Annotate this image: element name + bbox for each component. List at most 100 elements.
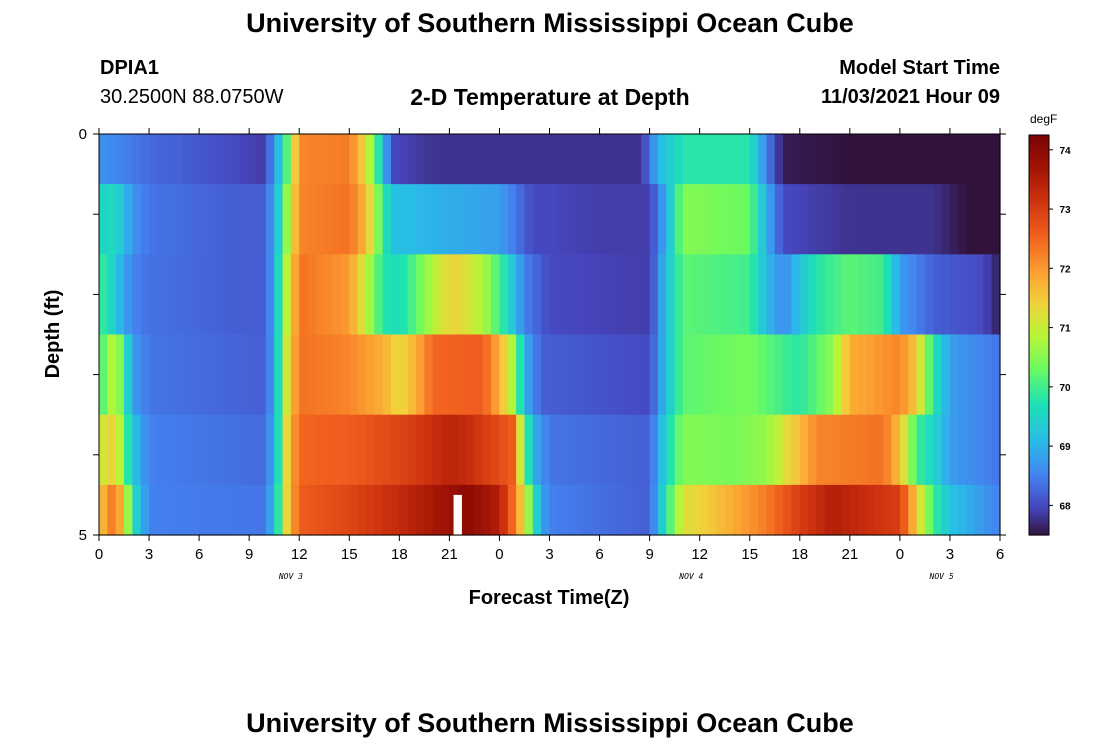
heatmap-cell xyxy=(758,484,767,536)
heatmap-cell xyxy=(257,134,267,185)
heatmap-cell xyxy=(841,484,851,536)
colorbar-step xyxy=(1029,501,1049,506)
heatmap-cell xyxy=(524,334,534,416)
heatmap-cell xyxy=(841,334,851,416)
heatmap-cell xyxy=(983,414,993,486)
heatmap-cell xyxy=(616,254,626,336)
heatmap-cell xyxy=(299,254,309,336)
heatmap-cell xyxy=(282,134,292,185)
heatmap-cell xyxy=(691,134,701,185)
heatmap-cell xyxy=(482,254,492,336)
heatmap-cell xyxy=(966,414,976,486)
colorbar-step xyxy=(1029,315,1049,319)
colorbar-step xyxy=(1029,515,1049,519)
heatmap-cell xyxy=(332,484,342,536)
heatmap-cell xyxy=(290,484,300,536)
heatmap-cell xyxy=(199,134,209,185)
heatmap-cell xyxy=(808,414,818,486)
heatmap-cell xyxy=(541,254,551,336)
heatmap-cell xyxy=(466,484,476,536)
heatmap-cell xyxy=(524,134,534,185)
heatmap-cell xyxy=(449,334,459,416)
heatmap-cell xyxy=(432,484,442,536)
colorbar-step xyxy=(1029,481,1049,486)
heatmap-cell xyxy=(874,484,884,536)
heatmap-cell xyxy=(974,334,984,416)
heatmap-cell xyxy=(390,334,400,416)
heatmap-cell xyxy=(207,484,217,536)
heatmap-cell xyxy=(165,254,175,336)
heatmap-cell xyxy=(899,184,909,255)
heatmap-cell xyxy=(791,334,801,416)
heatmap-cell xyxy=(708,414,717,486)
colorbar-step xyxy=(1029,375,1049,379)
heatmap-cell xyxy=(632,484,642,536)
heatmap-cell xyxy=(858,484,868,536)
heatmap-cell xyxy=(457,254,467,336)
x-tick-label: 0 xyxy=(95,546,103,563)
heatmap-cell xyxy=(824,414,834,486)
heatmap-cell xyxy=(182,184,192,255)
heatmap-cell xyxy=(866,334,876,416)
x-tick-label: 3 xyxy=(545,546,553,563)
heatmap-cell xyxy=(424,334,434,416)
heatmap-cell xyxy=(541,334,551,416)
heatmap-cell xyxy=(666,414,676,486)
heatmap-cell xyxy=(974,184,984,255)
heatmap-cell xyxy=(224,134,234,185)
heatmap-cell xyxy=(182,334,192,416)
heatmap-cell xyxy=(624,414,634,486)
heatmap-cell xyxy=(582,484,592,536)
heatmap-cell xyxy=(649,414,659,486)
heatmap-cell xyxy=(416,414,425,486)
heatmap-cell xyxy=(974,254,984,336)
heatmap-cell xyxy=(132,414,142,486)
heatmap-cell xyxy=(407,414,417,486)
heatmap-cell xyxy=(891,334,901,416)
colorbar-step xyxy=(1029,508,1049,513)
heatmap-cell xyxy=(824,334,834,416)
heatmap-cell xyxy=(741,334,751,416)
heatmap-cell xyxy=(582,134,592,185)
heatmap-cell xyxy=(232,484,242,536)
heatmap-cell xyxy=(716,334,726,416)
heatmap-cell xyxy=(557,184,567,255)
heatmap-cell xyxy=(140,254,150,336)
heatmap-cell xyxy=(641,184,651,255)
heatmap-cell xyxy=(858,254,868,336)
heatmap-cell xyxy=(416,334,425,416)
heatmap-cell xyxy=(657,414,667,486)
heatmap-cell xyxy=(758,254,767,336)
heatmap-cell xyxy=(941,414,951,486)
heatmap-cell xyxy=(699,254,709,336)
heatmap-cell xyxy=(916,414,926,486)
colorbar-step xyxy=(1029,151,1049,156)
heatmap-cell xyxy=(299,184,309,255)
heatmap-cell xyxy=(441,484,450,536)
heatmap-cell xyxy=(649,484,659,536)
station-id: DPIA1 xyxy=(100,57,159,79)
heatmap-cell xyxy=(774,334,784,416)
heatmap-cell xyxy=(783,184,793,255)
heatmap-cell xyxy=(190,414,200,486)
heatmap-cell xyxy=(466,334,476,416)
heatmap-cell xyxy=(699,184,709,255)
heatmap-cell xyxy=(390,254,400,336)
colorbar-step xyxy=(1029,278,1049,283)
x-tick-label: 15 xyxy=(341,546,358,563)
heatmap-cell xyxy=(724,184,734,255)
heatmap-cell xyxy=(215,334,225,416)
heatmap-cell xyxy=(891,184,901,255)
heatmap-cell xyxy=(382,254,392,336)
heatmap-cell xyxy=(808,134,818,185)
heatmap-cell xyxy=(908,414,918,486)
heatmap-cell xyxy=(265,184,275,255)
heatmap-cell xyxy=(482,134,492,185)
heatmap-cell xyxy=(674,484,684,536)
heatmap-cell xyxy=(499,134,509,185)
heatmap-cell xyxy=(549,184,559,255)
heatmap-cell xyxy=(783,254,793,336)
heatmap-cell xyxy=(599,414,609,486)
colorbar-step xyxy=(1029,341,1049,346)
heatmap-cell xyxy=(307,184,317,255)
